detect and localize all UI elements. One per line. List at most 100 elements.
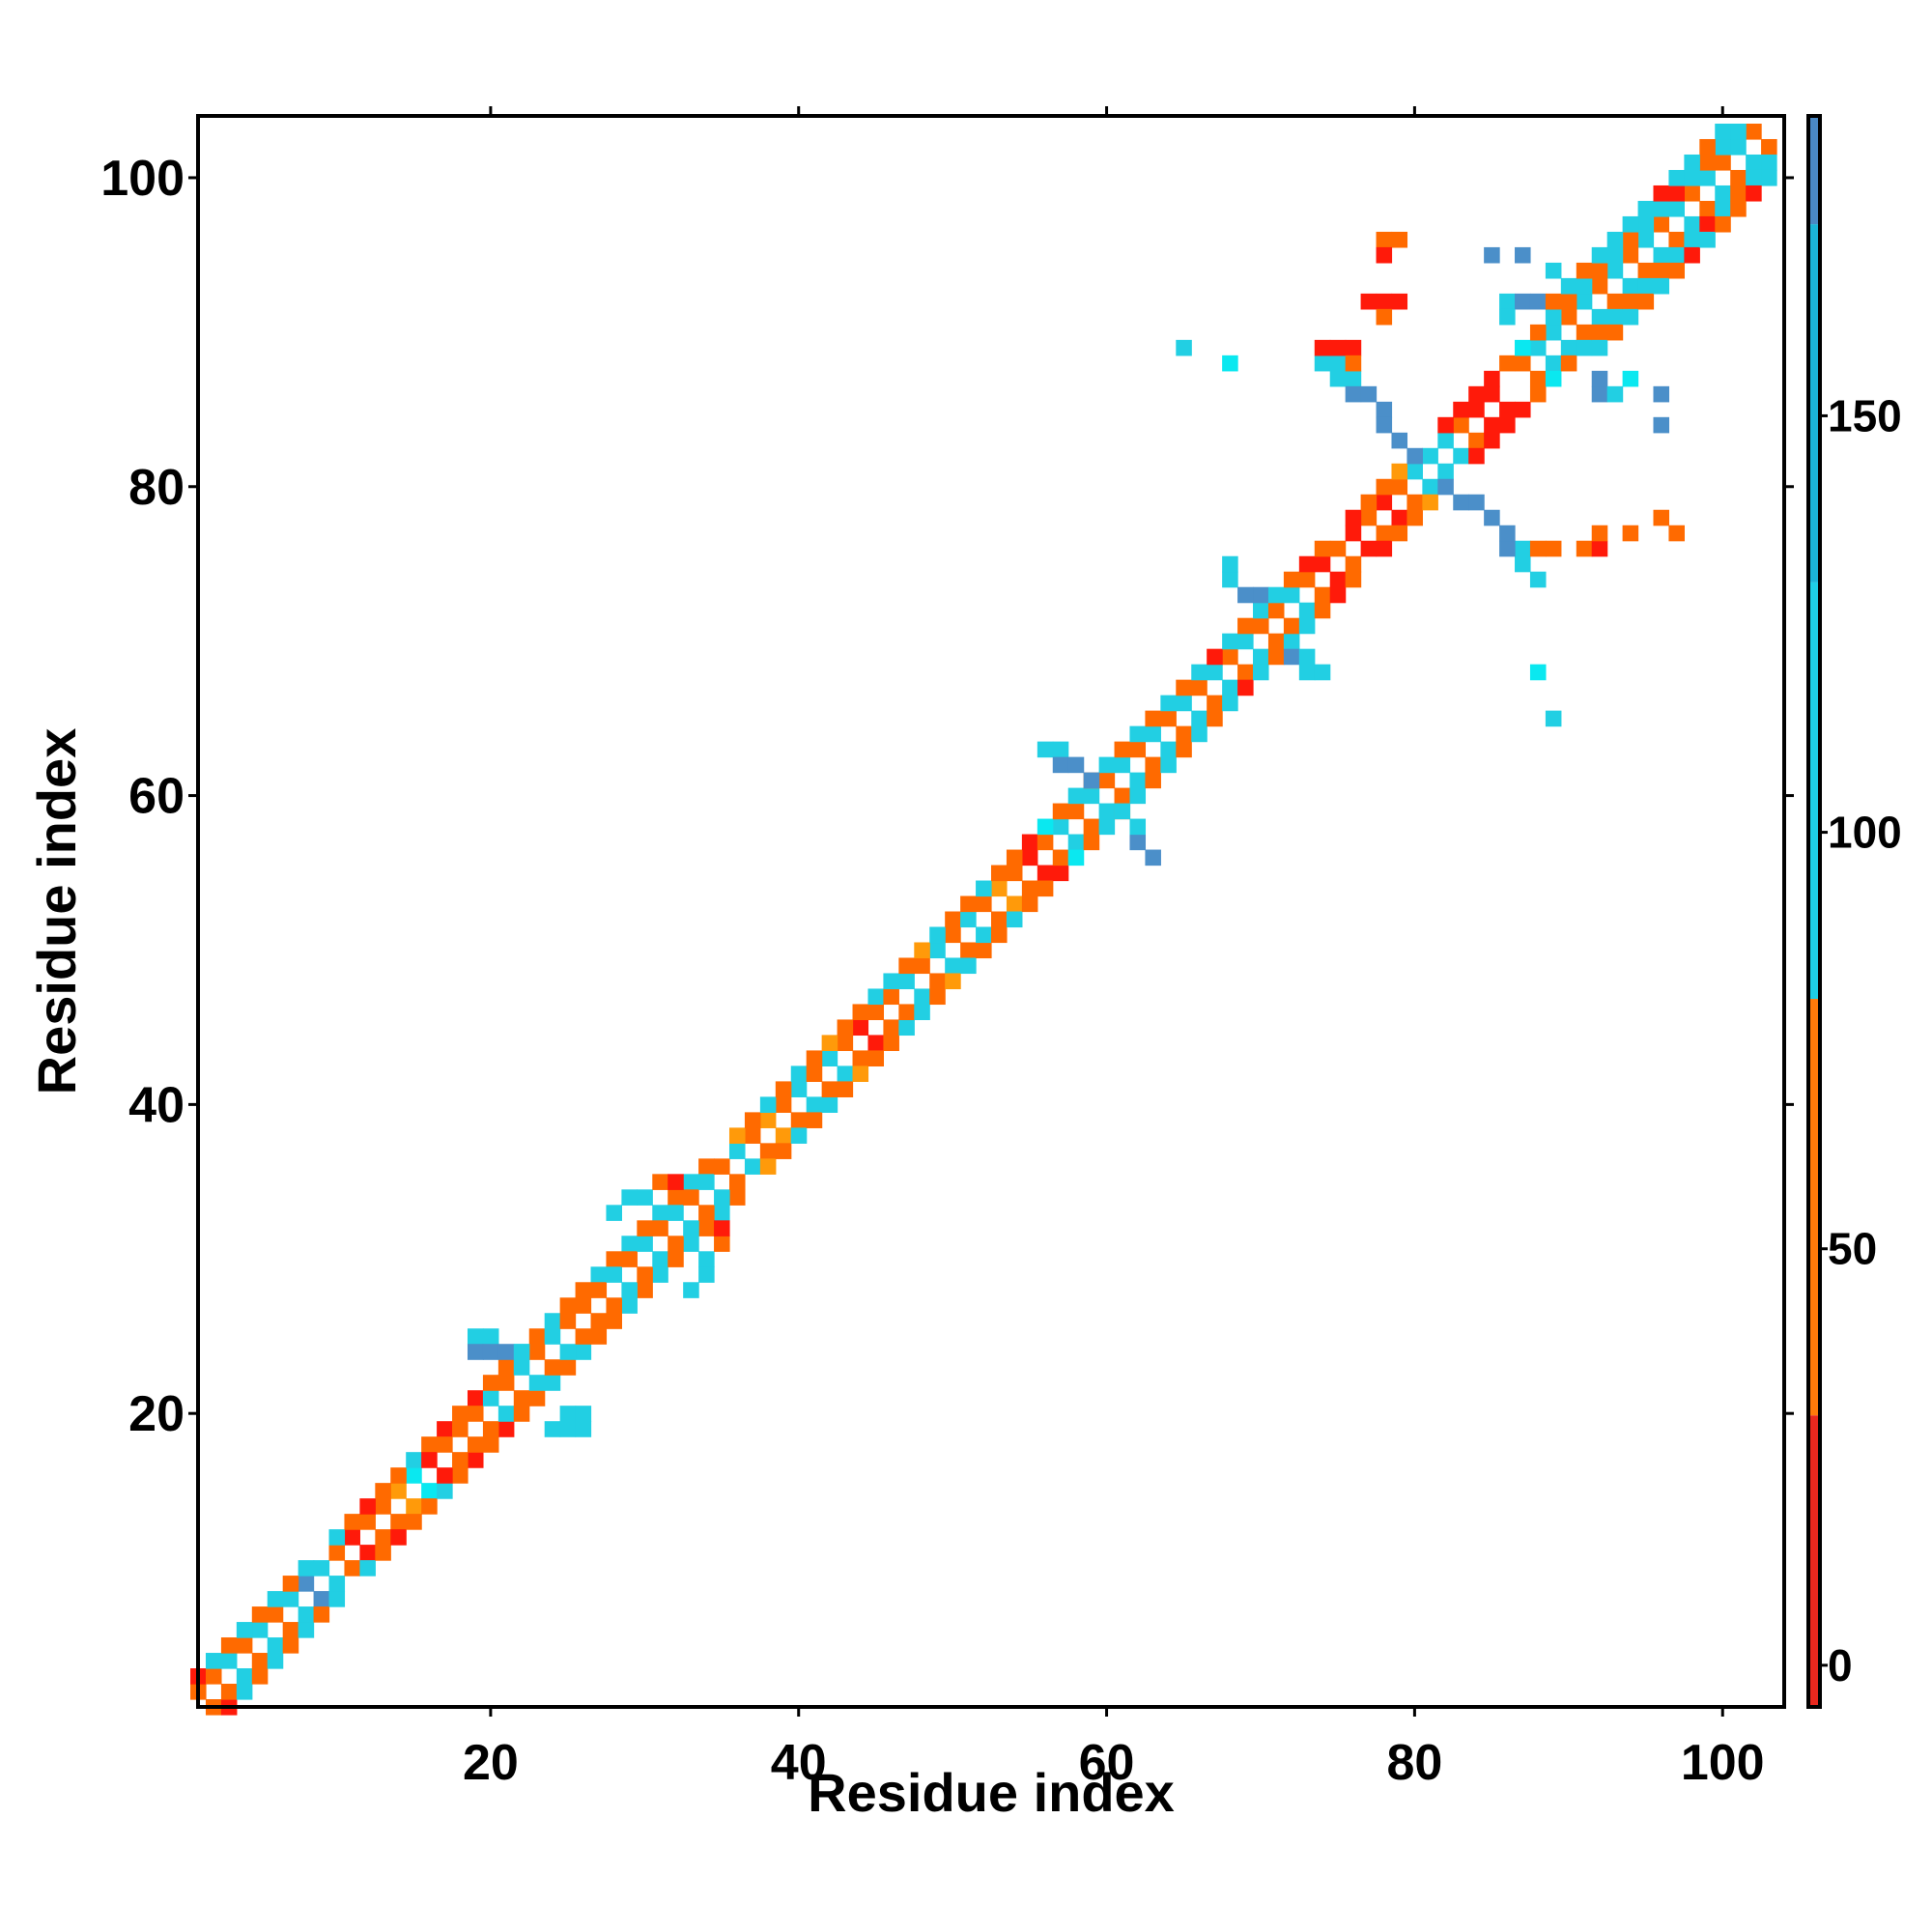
heatmap-cell	[1345, 509, 1362, 526]
heatmap-cell	[1668, 262, 1685, 279]
heatmap-cell	[1345, 370, 1362, 387]
heatmap-cell	[1253, 586, 1269, 604]
heatmap-cell	[590, 1328, 608, 1345]
heatmap-cell	[652, 1205, 668, 1221]
heatmap-cell	[1391, 525, 1408, 542]
heatmap-cell	[1067, 803, 1085, 820]
heatmap-cell	[1391, 432, 1408, 449]
colorbar-band	[1808, 1415, 1820, 1707]
heatmap-cell	[1637, 231, 1655, 248]
heatmap-cell	[544, 1313, 561, 1329]
heatmap-cell	[1653, 416, 1670, 434]
heatmap-cell	[606, 1205, 622, 1221]
heatmap-cell	[991, 926, 1008, 944]
heatmap-cell	[375, 1483, 391, 1499]
heatmap-cell	[1545, 370, 1562, 387]
heatmap-cell	[1345, 385, 1362, 403]
heatmap-cell	[698, 1174, 715, 1190]
heatmap-cell	[637, 1189, 653, 1206]
heatmap-cell	[1006, 865, 1023, 882]
heatmap-cell	[1746, 185, 1762, 202]
heatmap-cell	[1699, 138, 1716, 156]
heatmap-cell	[559, 1344, 577, 1360]
colorbar-frame	[1806, 114, 1822, 1709]
heatmap-cell	[559, 1359, 577, 1376]
heatmap-cell	[1391, 478, 1408, 496]
heatmap-cell	[1699, 231, 1716, 248]
heatmap-cell	[606, 1251, 622, 1267]
heatmap-cell	[575, 1282, 592, 1298]
y-tick-label: 20	[128, 1386, 185, 1442]
heatmap-cell	[1622, 231, 1639, 248]
heatmap-cell	[1606, 246, 1624, 264]
heatmap-cell	[1499, 416, 1516, 434]
heatmap-cell	[714, 1189, 730, 1206]
heatmap-cell	[559, 1406, 577, 1422]
heatmap-cell	[1129, 818, 1147, 836]
heatmap-cell	[282, 1622, 299, 1638]
heatmap-cell	[359, 1560, 376, 1577]
heatmap-cell	[1191, 679, 1208, 696]
heatmap-cell	[482, 1328, 499, 1345]
heatmap-cell	[1684, 154, 1700, 171]
heatmap-cell	[282, 1637, 299, 1654]
heatmap-cell	[220, 1684, 238, 1700]
x-axis-title: Residue index	[808, 1762, 1175, 1823]
heatmap-cell	[528, 1344, 546, 1360]
heatmap-cell	[236, 1684, 253, 1700]
heatmap-cell	[1006, 895, 1023, 913]
heatmap-cell	[1591, 370, 1608, 387]
heatmap-cell	[883, 973, 899, 990]
heatmap-cell	[1715, 123, 1731, 140]
heatmap-cell	[914, 1004, 930, 1021]
heatmap-cell	[390, 1467, 407, 1484]
heatmap-cell	[606, 1266, 622, 1283]
heatmap-cell	[621, 1251, 638, 1267]
heatmap-cell	[559, 1297, 577, 1314]
heatmap-cell	[744, 1112, 761, 1128]
heatmap-cell	[1622, 293, 1639, 310]
heatmap-cell	[806, 1065, 823, 1082]
heatmap-cell	[1406, 494, 1423, 511]
heatmap-cell	[1529, 293, 1547, 310]
heatmap-cell	[1237, 633, 1254, 650]
heatmap-cell	[1160, 710, 1177, 727]
heatmap-cell	[775, 1127, 792, 1144]
heatmap-cell	[698, 1266, 715, 1283]
heatmap-cell	[251, 1606, 269, 1623]
heatmap-cell	[1576, 277, 1593, 295]
heatmap-cell	[1222, 571, 1238, 588]
heatmap-cell	[698, 1220, 715, 1236]
heatmap-cell	[1222, 648, 1238, 666]
heatmap-cell	[1314, 555, 1331, 573]
heatmap-cell	[790, 1112, 808, 1128]
colorbar-tick-label: 50	[1828, 1224, 1877, 1274]
heatmap-cell	[1083, 772, 1100, 789]
heatmap-cell	[1545, 324, 1562, 341]
heatmap-cell	[698, 1205, 715, 1221]
heatmap-cell	[1591, 525, 1608, 542]
heatmap-cell	[1484, 385, 1500, 403]
heatmap-cell	[1267, 633, 1285, 650]
heatmap-cell	[1376, 478, 1393, 496]
y-tick-label: 100	[100, 151, 185, 207]
heatmap-cell	[1222, 555, 1238, 573]
heatmap-cell	[1468, 432, 1485, 449]
heatmap-cell	[1098, 803, 1116, 820]
heatmap-cell	[1730, 138, 1747, 156]
heatmap-cell	[1622, 246, 1639, 264]
heatmap-cell	[652, 1220, 668, 1236]
y-tick-label: 60	[128, 769, 185, 825]
heatmap-cell	[1761, 169, 1777, 186]
heatmap-cell	[1699, 169, 1716, 186]
heatmap-cell	[406, 1498, 422, 1515]
heatmap-cell	[1314, 664, 1331, 681]
heatmap-cell	[406, 1514, 422, 1530]
heatmap-cell	[452, 1421, 469, 1437]
heatmap-cell	[1622, 215, 1639, 233]
heatmap-cell	[313, 1606, 330, 1623]
heatmap-cell	[898, 973, 915, 990]
heatmap-cell	[1560, 355, 1577, 372]
heatmap-cell	[513, 1390, 530, 1406]
heatmap-cell	[821, 1050, 838, 1067]
